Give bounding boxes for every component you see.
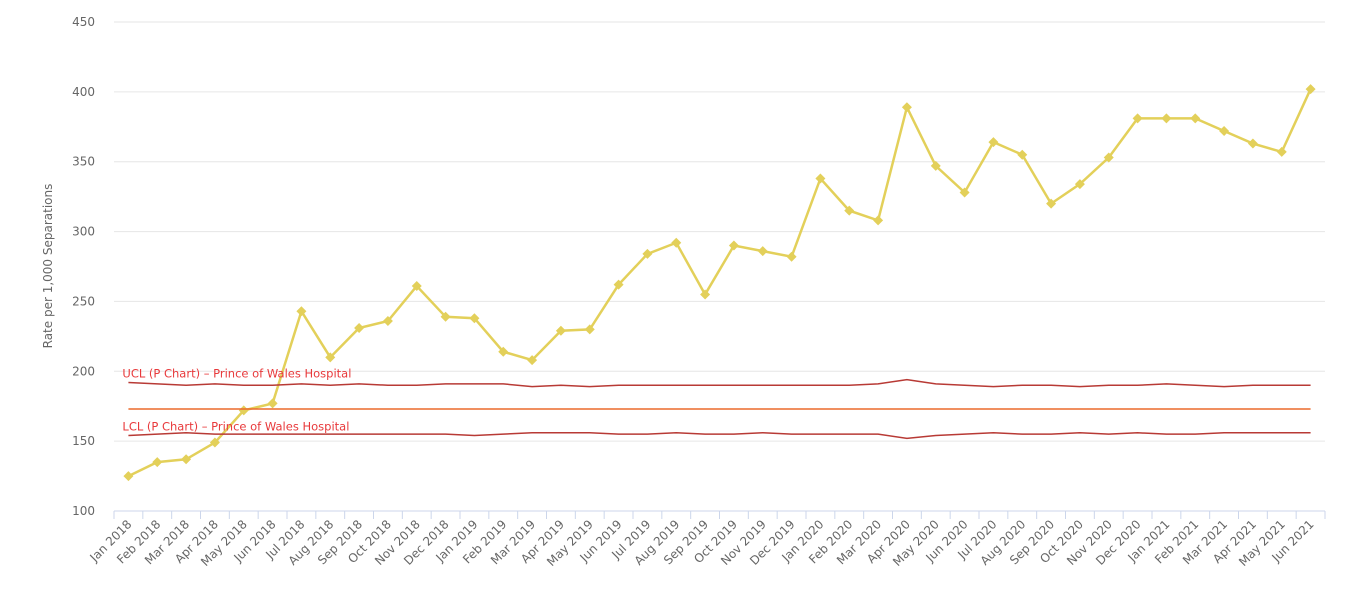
series-line [127, 88, 1312, 478]
y-tick-label: 150 [72, 434, 95, 448]
data-point [1305, 84, 1316, 95]
data-point [988, 137, 999, 148]
data-point [123, 471, 134, 482]
data-point [1103, 152, 1114, 163]
data-point [555, 325, 566, 336]
y-tick-label: 100 [72, 504, 95, 518]
data-point [671, 237, 682, 248]
y-tick-label: 250 [72, 294, 95, 308]
data-point [1074, 179, 1085, 190]
data-point [469, 313, 480, 324]
data-point [325, 352, 336, 363]
data-point [815, 173, 826, 184]
data-point [152, 457, 163, 468]
data-point [440, 311, 451, 322]
data-point [267, 398, 278, 409]
data-point [382, 315, 393, 326]
data-point [728, 240, 739, 251]
y-tick-label: 350 [72, 155, 95, 169]
series-line [128, 378, 1311, 388]
series-line [128, 432, 1311, 440]
data-point [930, 160, 941, 171]
data-point [209, 437, 220, 448]
data-point [411, 281, 422, 292]
data-point [584, 324, 595, 335]
series-label: LCL (P Chart) – Prince of Wales Hospital [122, 420, 349, 434]
data-point [844, 205, 855, 216]
data-point [786, 251, 797, 262]
data-point [527, 355, 538, 366]
data-point [1276, 146, 1287, 157]
data-point [354, 322, 365, 333]
data-point [873, 215, 884, 226]
data-point [1046, 198, 1057, 209]
data-point [1247, 138, 1258, 149]
y-tick-label: 200 [72, 364, 95, 378]
data-point [901, 102, 912, 113]
data-point [613, 279, 624, 290]
y-tick-label: 450 [72, 15, 95, 29]
y-tick-label: 400 [72, 85, 95, 99]
data-point [1190, 113, 1201, 124]
data-point [238, 405, 249, 416]
y-tick-label: 300 [72, 225, 95, 239]
data-point [1161, 113, 1172, 124]
data-point [959, 187, 970, 198]
data-point [181, 454, 192, 465]
series-label: UCL (P Chart) – Prince of Wales Hospital [122, 366, 351, 380]
data-point [642, 248, 653, 259]
data-point [1219, 125, 1230, 136]
data-point [757, 246, 768, 257]
data-point [1017, 149, 1028, 160]
data-point [1132, 113, 1143, 124]
data-point [498, 346, 509, 357]
data-point [700, 289, 711, 300]
y-axis-title: Rate per 1,000 Separations [41, 184, 55, 349]
data-point [296, 306, 307, 317]
